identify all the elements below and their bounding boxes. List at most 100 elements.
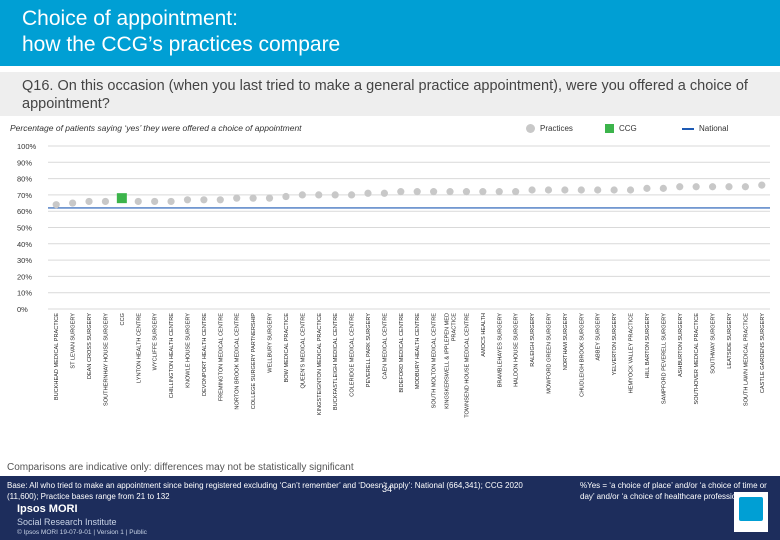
category-label: HALDON HOUSE SURGERY [514, 313, 520, 387]
category-label: ST LEVAN SURGERY [71, 313, 77, 369]
category-label: MODBURY HEALTH CENTRE [415, 313, 421, 389]
practice-marker [676, 183, 684, 191]
chart-area: 0% 10% 20% 30% 40% 50% 60% 70% 80% 90% 100% BUCKHEA… [17, 142, 770, 418]
ccg-marker [116, 193, 127, 204]
category-label: SOUTHWAY SURGERY [711, 313, 717, 374]
category-label: FREMINGTON MEDICAL CENTRE [218, 313, 224, 402]
category-label: SOUTH MOLTON MEDICAL CENTRE [432, 313, 438, 409]
base-text: Base: All who tried to make an appointme… [7, 481, 523, 501]
category-label: AMOCS HEALTH [481, 313, 487, 357]
practice-marker [430, 188, 438, 196]
y-tick-label: 60% [17, 207, 32, 216]
legend-label-ccg: CCG [619, 124, 637, 133]
practice-marker [101, 197, 110, 206]
category-label: CAEN MEDICAL CENTRE [382, 313, 388, 380]
practice-marker [544, 186, 553, 194]
ipsos-mori-logo: Ipsos MORI [17, 503, 78, 515]
category-label: KINGSKERSWELL & IPPLEPEN MED [445, 313, 451, 409]
category-label: WYCLIFFE SURGERY [153, 313, 159, 371]
practice-marker [397, 188, 405, 196]
legend-swatch-ccg [605, 124, 614, 133]
practice-marker [692, 183, 700, 191]
category-label: QUEEN'S MEDICAL CENTRE [300, 313, 306, 389]
y-tick-label: 100% [17, 142, 37, 151]
practice-marker [347, 191, 356, 199]
ipsos-mori-sub: Social Research Institute [17, 517, 117, 527]
practice-marker [758, 181, 766, 189]
yes-definition: %Yes = ‘a choice of place’ and/or ‘a cho… [580, 481, 767, 501]
practice-marker [265, 194, 274, 202]
category-label: SOUTHOVER MEDICAL PRACTICE [694, 313, 700, 405]
practice-marker [643, 184, 651, 192]
practice-marker [725, 183, 733, 191]
practice-marker [183, 196, 192, 204]
practice-marker [380, 189, 388, 197]
category-label: WELLBURY SURGERY [268, 313, 274, 373]
category-label: ABBEY SURGERY [596, 313, 602, 361]
y-tick-label: 50% [17, 224, 32, 233]
legend-label-national: National [699, 124, 729, 133]
chart-legend: Practices CCG National [500, 122, 780, 136]
category-label: KNOWLE HOUSE SURGERY [185, 313, 191, 388]
legend-swatch-practices [526, 124, 535, 133]
category-label: BRAMBLEHAYES SURGERY [497, 313, 503, 388]
legend-label-practices: Practices [540, 124, 573, 133]
y-tick-label: 30% [17, 256, 32, 265]
category-label: YELVERTON SURGERY [612, 313, 618, 376]
footer-bar: Base: All who tried to make an appointme… [0, 476, 780, 540]
category-label: RALEIGH SURGERY [530, 313, 536, 367]
practice-marker [659, 184, 667, 192]
practice-marker [561, 186, 569, 194]
practice-marker [331, 191, 339, 199]
category-label: TOWNSEND HOUSE MEDICAL CENTRE [464, 313, 470, 418]
practice-marker [52, 201, 60, 209]
y-tick-label: 20% [17, 272, 32, 281]
practice-marker [512, 188, 520, 196]
y-tick-label: 0% [17, 305, 28, 314]
question-box: Q16. On this occasion (when you last tri… [0, 72, 780, 116]
category-label: SOUTH LAWN MEDICAL PRACTICE [743, 313, 749, 406]
y-tick-label: 70% [17, 191, 32, 200]
practice-marker [462, 188, 471, 196]
practice-marker [85, 197, 93, 206]
category-label: MOWFORD GREEN SURGERY [546, 313, 552, 394]
practice-marker [413, 188, 421, 196]
practice-marker [69, 199, 77, 207]
category-label: HEMYOCK VALLEY PRACTICE [629, 313, 635, 394]
practice-marker [249, 194, 257, 202]
category-label: BIDEFORD MEDICAL CENTRE [399, 313, 405, 393]
category-label: NORTON BROOK MEDICAL CENTRE [235, 313, 241, 410]
chart-subtitle: Percentage of patients saying ‘yes’ they… [10, 123, 302, 133]
y-tick-label: 80% [17, 175, 32, 184]
practice-marker [495, 188, 503, 196]
practice-marker [200, 196, 208, 204]
category-label: SAMPFORD PEVERELL SURGERY [661, 313, 667, 404]
practice-marker [741, 183, 749, 191]
category-label: ASHBURTON SURGERY [678, 313, 684, 377]
category-label: COLLEGE SURGERY PARTNERSHIP [251, 313, 257, 410]
practice-marker [626, 186, 635, 194]
practice-marker [364, 189, 372, 197]
category-label: SOUTHERNHAY HOUSE SURGERY [103, 313, 109, 406]
legend-swatch-national [682, 128, 694, 130]
practice-marker [298, 191, 306, 199]
question-text: Q16. On this occasion (when you last tri… [22, 78, 748, 112]
category-label: CASTLE GARDENS SURGERY [760, 313, 766, 393]
practice-marker [577, 186, 585, 194]
practice-marker [610, 186, 618, 194]
practice-marker [151, 197, 159, 206]
category-label: HILL BARTON SURGERY [645, 313, 651, 379]
practice-marker [708, 183, 717, 191]
practice-marker [315, 191, 323, 199]
category-label: CHILLINGTON HEALTH CENTRE [169, 313, 175, 399]
category-label: NORTHAM SURGERY [563, 313, 569, 371]
y-tick-label: 40% [17, 240, 32, 249]
ipsos-logo-icon [734, 492, 768, 532]
category-label: BUCKFASTLEIGH MEDICAL CENTRE [333, 313, 339, 410]
category-label: KINGSTEIGNTON MEDICAL PRACTICE [317, 313, 323, 416]
practice-marker [167, 197, 175, 206]
reference-text: © Ipsos MORI 19-07-9-01 | Version 1 | Pu… [17, 529, 147, 536]
header-banner: Choice of appointment: how the CCG’s pra… [0, 0, 780, 66]
category-label: CHUDLEIGH BROOK SURGERY [579, 313, 585, 397]
page-title: Choice of appointment: how the CCG’s pra… [22, 7, 341, 56]
